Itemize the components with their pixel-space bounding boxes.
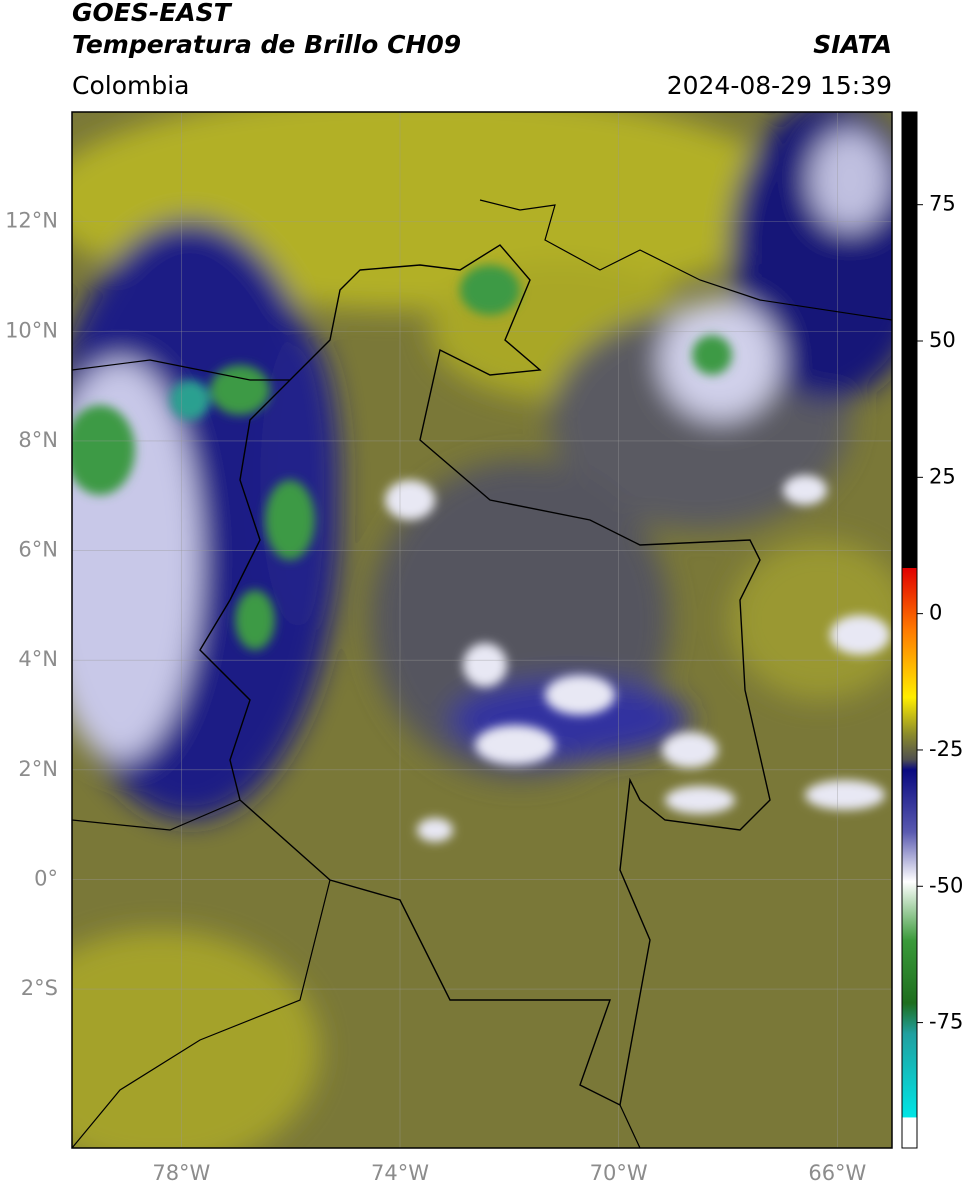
subtitle: Temperatura de Brillo CH09	[72, 30, 461, 59]
lon-tick-label: 74°W	[371, 1161, 429, 1185]
region: Colombia	[72, 71, 189, 100]
lat-tick-label: 8°N	[18, 428, 58, 452]
lat-tick-label: 2°S	[21, 976, 58, 1000]
lon-tick-label: 70°W	[590, 1161, 648, 1185]
lat-tick-label: 6°N	[18, 538, 58, 562]
lat-tick-label: 2°N	[18, 757, 58, 781]
map-frame	[71, 111, 893, 1149]
lat-tick-label: 4°N	[18, 647, 58, 671]
lat-tick-label: 10°N	[5, 318, 58, 342]
colorbar-tick-label: 0	[929, 601, 942, 625]
colorbar-tick-label: 25	[929, 464, 956, 488]
timestamp: 2024-08-29 15:39	[667, 71, 892, 100]
lon-tick-label: 78°W	[152, 1161, 210, 1185]
lat-tick-label: 12°N	[5, 209, 58, 233]
colorbar-tick-label: 75	[929, 192, 956, 216]
title: GOES-EAST	[72, 0, 233, 27]
colorbar-tick-label: -25	[929, 737, 963, 761]
source: SIATA	[813, 30, 892, 59]
colorbar-tick-label: -75	[929, 1010, 963, 1034]
colorbar	[901, 111, 918, 1149]
colorbar-tick-label: -50	[929, 873, 963, 897]
lon-tick-label: 66°W	[808, 1161, 866, 1185]
lat-tick-label: 0°	[34, 866, 58, 890]
colorbar-tick-label: 50	[929, 328, 956, 352]
satellite-image	[72, 112, 892, 1148]
